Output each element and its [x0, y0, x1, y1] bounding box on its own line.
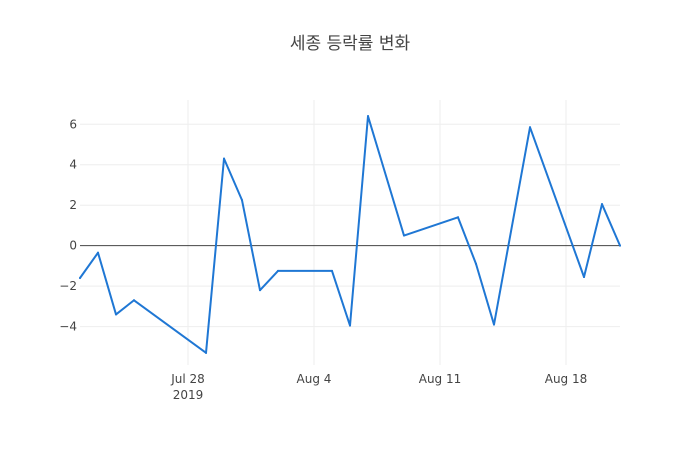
series-point — [601, 203, 603, 206]
series-point — [457, 216, 459, 219]
series-point — [79, 277, 81, 280]
series-line-segment — [331, 269, 351, 327]
axis-labels-layer: −4 −2 0 2 4 6 Jul 28 2019 Aug 4 Aug 11 Aug 18 — [59, 117, 587, 402]
series-point — [97, 251, 99, 254]
series-point — [367, 115, 369, 118]
y-tick-label: 2 — [69, 198, 77, 212]
x-tick-label: Aug 11 — [419, 372, 462, 386]
series-point — [241, 199, 243, 202]
series-point — [115, 313, 117, 316]
series-point — [223, 157, 225, 160]
series-point — [619, 244, 621, 247]
series-line-segment — [493, 126, 531, 326]
series-point — [331, 269, 333, 272]
x-tick-label: Jul 28 — [170, 372, 205, 386]
series-point — [475, 262, 477, 265]
series-line-segment — [601, 203, 621, 247]
y-tick-label: 4 — [69, 158, 77, 172]
y-tick-label: 6 — [69, 117, 77, 131]
series-point — [403, 234, 405, 237]
series-line-segment — [403, 216, 459, 237]
y-tick-label: −2 — [59, 279, 77, 293]
series-point — [493, 323, 495, 326]
series-line-segment — [349, 115, 369, 327]
y-tick-label: −4 — [59, 320, 77, 334]
chart-title: 세종 등락률 변화 — [290, 34, 411, 54]
series-line-segment — [457, 216, 477, 265]
series-line-segment — [223, 157, 243, 202]
series-point — [133, 299, 135, 302]
series-point — [583, 276, 585, 279]
series-point — [277, 269, 279, 272]
series-line-segment — [475, 262, 495, 326]
series-line-segment — [205, 157, 225, 354]
series-layer — [79, 115, 621, 354]
x-tick-sublabel: 2019 — [173, 388, 204, 402]
series-line-segment — [529, 126, 585, 279]
grid-layer — [80, 100, 620, 365]
series-line-segment — [79, 251, 99, 280]
y-tick-label: 0 — [69, 239, 77, 253]
series-line-segment — [115, 299, 135, 316]
series-line-segment — [367, 115, 405, 237]
series-line-segment — [583, 203, 603, 279]
x-tick-label: Aug 18 — [545, 372, 588, 386]
series-line-segment — [97, 251, 117, 316]
series-line-segment — [133, 299, 207, 354]
series-point — [205, 351, 207, 354]
series-point — [259, 289, 261, 292]
series-point — [529, 126, 531, 129]
x-tick-label: Aug 4 — [297, 372, 332, 386]
series-line-segment — [241, 199, 261, 292]
series-line-segment — [259, 269, 279, 292]
series-point — [349, 324, 351, 327]
